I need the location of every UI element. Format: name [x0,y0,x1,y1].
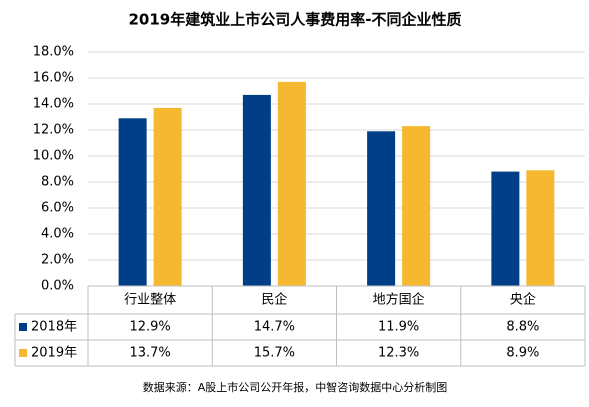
table-value: 14.7% [254,320,295,335]
category-label: 行业整体 [124,293,176,308]
legend-marker [19,349,27,357]
y-tick-label: 14.0% [33,97,74,112]
bar [153,107,182,287]
legend-label: 2019年 [31,346,77,361]
y-tick-label: 12.0% [33,123,74,138]
legend-label: 2018年 [31,320,77,335]
bar [367,131,396,286]
y-tick-label: 4.0% [41,227,74,242]
y-tick-label: 10.0% [33,149,74,164]
table-value: 11.9% [378,320,419,335]
table-value: 15.7% [254,346,295,361]
y-tick-label: 16.0% [33,71,74,86]
table-value: 8.8% [506,320,539,335]
chart-title: 2019年建筑业上市公司人事费用率-不同企业性质 [129,11,462,29]
bar [277,81,306,287]
bar [242,94,271,287]
table-value: 12.9% [129,320,170,335]
y-tick-label: 2.0% [41,253,74,268]
table-value: 13.7% [129,346,170,361]
bar [402,126,431,286]
y-tick-label: 0.0% [41,279,74,294]
legend-marker [19,323,27,331]
table-value: 8.9% [506,346,539,361]
y-tick-label: 6.0% [41,201,74,216]
y-tick-label: 18.0% [33,45,74,60]
category-label: 地方国企 [373,292,425,308]
bar [118,118,147,286]
bar [491,171,520,286]
y-tick-label: 8.0% [41,175,74,190]
source-note: 数据来源：A股上市公司公开年报，中智咨询数据中心分析制图 [143,380,448,394]
table-value: 12.3% [378,346,419,361]
category-label: 央企 [510,292,536,308]
category-label: 民企 [261,292,287,308]
bar [526,170,555,286]
